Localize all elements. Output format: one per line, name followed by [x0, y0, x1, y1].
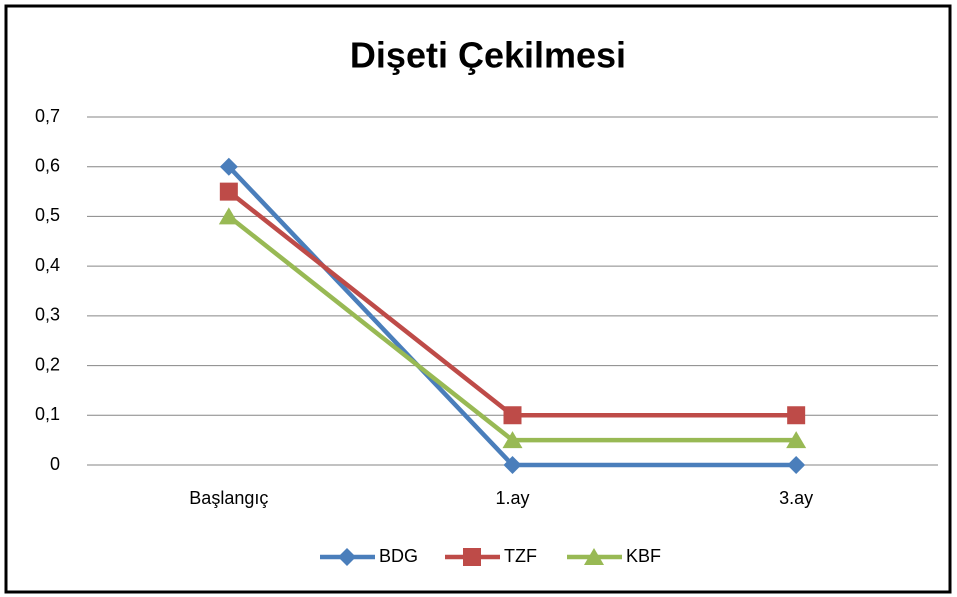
data-point [219, 157, 238, 176]
x-tick-label: 1.ay [495, 488, 529, 508]
chart-title: Dişeti Çekilmesi [350, 35, 626, 76]
data-point [218, 207, 239, 225]
legend-marker [463, 548, 481, 566]
legend-marker [338, 548, 356, 566]
data-point [786, 431, 807, 449]
legend-label: KBF [626, 546, 661, 566]
x-tick-label: Başlangıç [189, 488, 268, 508]
data-point [503, 456, 522, 474]
y-tick-label: 0,2 [35, 354, 60, 374]
data-point [219, 182, 238, 201]
y-tick-label: 0,3 [35, 305, 60, 325]
data-point [502, 431, 523, 449]
data-point [503, 406, 522, 425]
y-tick-label: 0,5 [35, 205, 60, 225]
data-point [787, 456, 806, 474]
legend-label: TZF [504, 546, 537, 566]
chart-border [4, 4, 952, 594]
x-tick-label: 3.ay [779, 488, 813, 508]
y-tick-label: 0 [50, 454, 60, 474]
y-tick-label: 0,7 [35, 106, 60, 126]
legend-marker [584, 548, 604, 565]
legend-label: BDG [379, 546, 418, 566]
y-tick-label: 0,4 [35, 255, 60, 275]
y-tick-label: 0,1 [35, 404, 60, 424]
data-point [787, 406, 806, 425]
y-tick-label: 0,6 [35, 155, 60, 175]
